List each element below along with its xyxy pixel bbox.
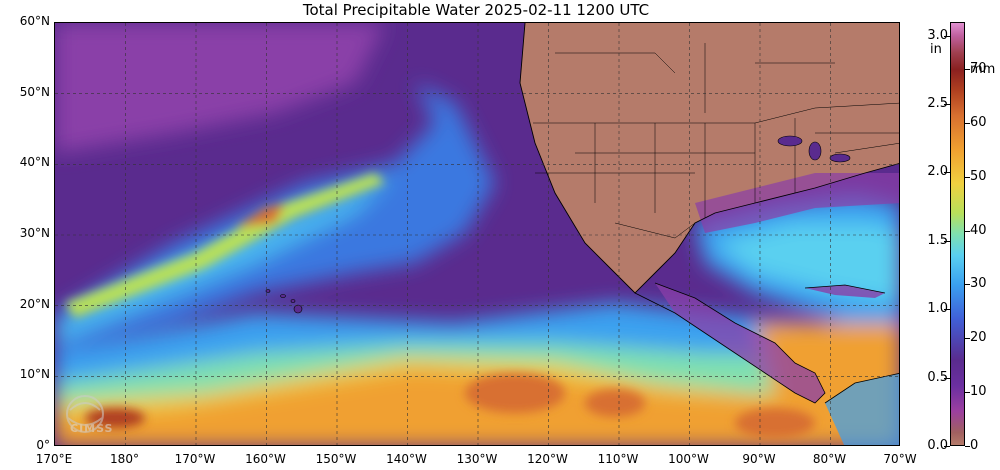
colorbar-tick-mm xyxy=(965,122,970,124)
longitude-label: 140°W xyxy=(386,452,427,466)
latitude-label: 20°N xyxy=(19,296,50,311)
colorbar-tick-mm xyxy=(965,176,970,178)
colorbar-tick-mm xyxy=(965,69,970,71)
colorbar-label-mm: 0 xyxy=(970,438,979,453)
central-america-land xyxy=(655,283,825,403)
longitude-label: 180° xyxy=(110,452,139,466)
colorbar-tick-mm xyxy=(965,392,970,394)
longitude-label: 130°W xyxy=(456,452,498,466)
colorbar-label-in: 1.5 xyxy=(927,232,948,248)
longitude-label: 160°W xyxy=(245,452,286,466)
colorbar-label-in: 1.0 xyxy=(927,301,948,317)
colorbar-label-in: 3.0 xyxy=(927,27,948,43)
colorbar-label-in: 0.5 xyxy=(927,369,948,385)
colorbar-label-in: 2.0 xyxy=(927,164,948,180)
great-lakes xyxy=(777,135,851,163)
longitude-label: 80°W xyxy=(812,452,847,466)
hawaii-islands xyxy=(265,289,303,314)
colorbar-tick-mm xyxy=(965,230,970,232)
longitude-label: 100°W xyxy=(668,452,709,466)
latitude-label: 50°N xyxy=(19,84,50,99)
colorbar-tick-in xyxy=(944,309,950,311)
longitude-label: 150°W xyxy=(315,452,357,466)
colorbar-unit-mm: mm xyxy=(970,62,996,77)
colorbar-tick-in xyxy=(944,446,950,447)
colorbar-label-mm: 40 xyxy=(970,222,987,238)
colorbar-tick-in xyxy=(944,35,950,37)
colorbar xyxy=(950,22,965,446)
logo-text: CIMSS xyxy=(70,422,114,435)
colorbar-tick-mm xyxy=(965,338,970,340)
tpw-field xyxy=(55,23,899,445)
colorbar-label-mm: 20 xyxy=(970,330,987,346)
colorbar-tick-in xyxy=(944,377,950,379)
colorbar-label-mm: 70 xyxy=(970,61,987,77)
colorbar-label-mm: 50 xyxy=(970,168,987,184)
longitude-label: 70°W xyxy=(883,452,917,466)
colorbar-tick-in xyxy=(944,240,950,242)
longitude-label: 110°W xyxy=(597,452,639,466)
map-title: Total Precipitable Water 2025-02-11 1200… xyxy=(302,1,650,19)
latitude-label: 60°N xyxy=(19,14,50,28)
latitude-label: 40°N xyxy=(19,155,50,170)
longitude-label: 90°W xyxy=(742,452,776,466)
colorbar-tick-in xyxy=(944,172,950,174)
graticule xyxy=(55,23,899,445)
colorbar-label-mm: 10 xyxy=(970,384,987,400)
colorbar-label-mm: 60 xyxy=(970,114,987,130)
latitude-label: 30°N xyxy=(19,226,50,240)
tpw-map xyxy=(54,22,900,446)
longitude-label: 170°E xyxy=(35,452,73,466)
latitude-label: 10°N xyxy=(19,367,50,382)
colorbar-label-in: 2.5 xyxy=(927,96,948,112)
longitude-label: 170°W xyxy=(174,452,216,466)
colorbar-tick-mm xyxy=(965,284,970,286)
longitude-label: 120°W xyxy=(527,452,568,466)
colorbar-tick-mm xyxy=(965,446,970,447)
logo-globe-icon xyxy=(66,395,104,433)
latitude-label: 0° xyxy=(36,438,50,452)
colorbar-unit-in: in xyxy=(930,42,942,57)
north-america-land xyxy=(520,23,899,293)
political-borders xyxy=(533,43,899,239)
colorbar-label-in: 0.0 xyxy=(927,438,948,453)
south-america-land xyxy=(825,373,899,445)
colorbar-tick-in xyxy=(944,104,950,106)
colorbar-label-mm: 30 xyxy=(970,276,987,292)
cimss-logo: CIMSS xyxy=(60,392,130,442)
